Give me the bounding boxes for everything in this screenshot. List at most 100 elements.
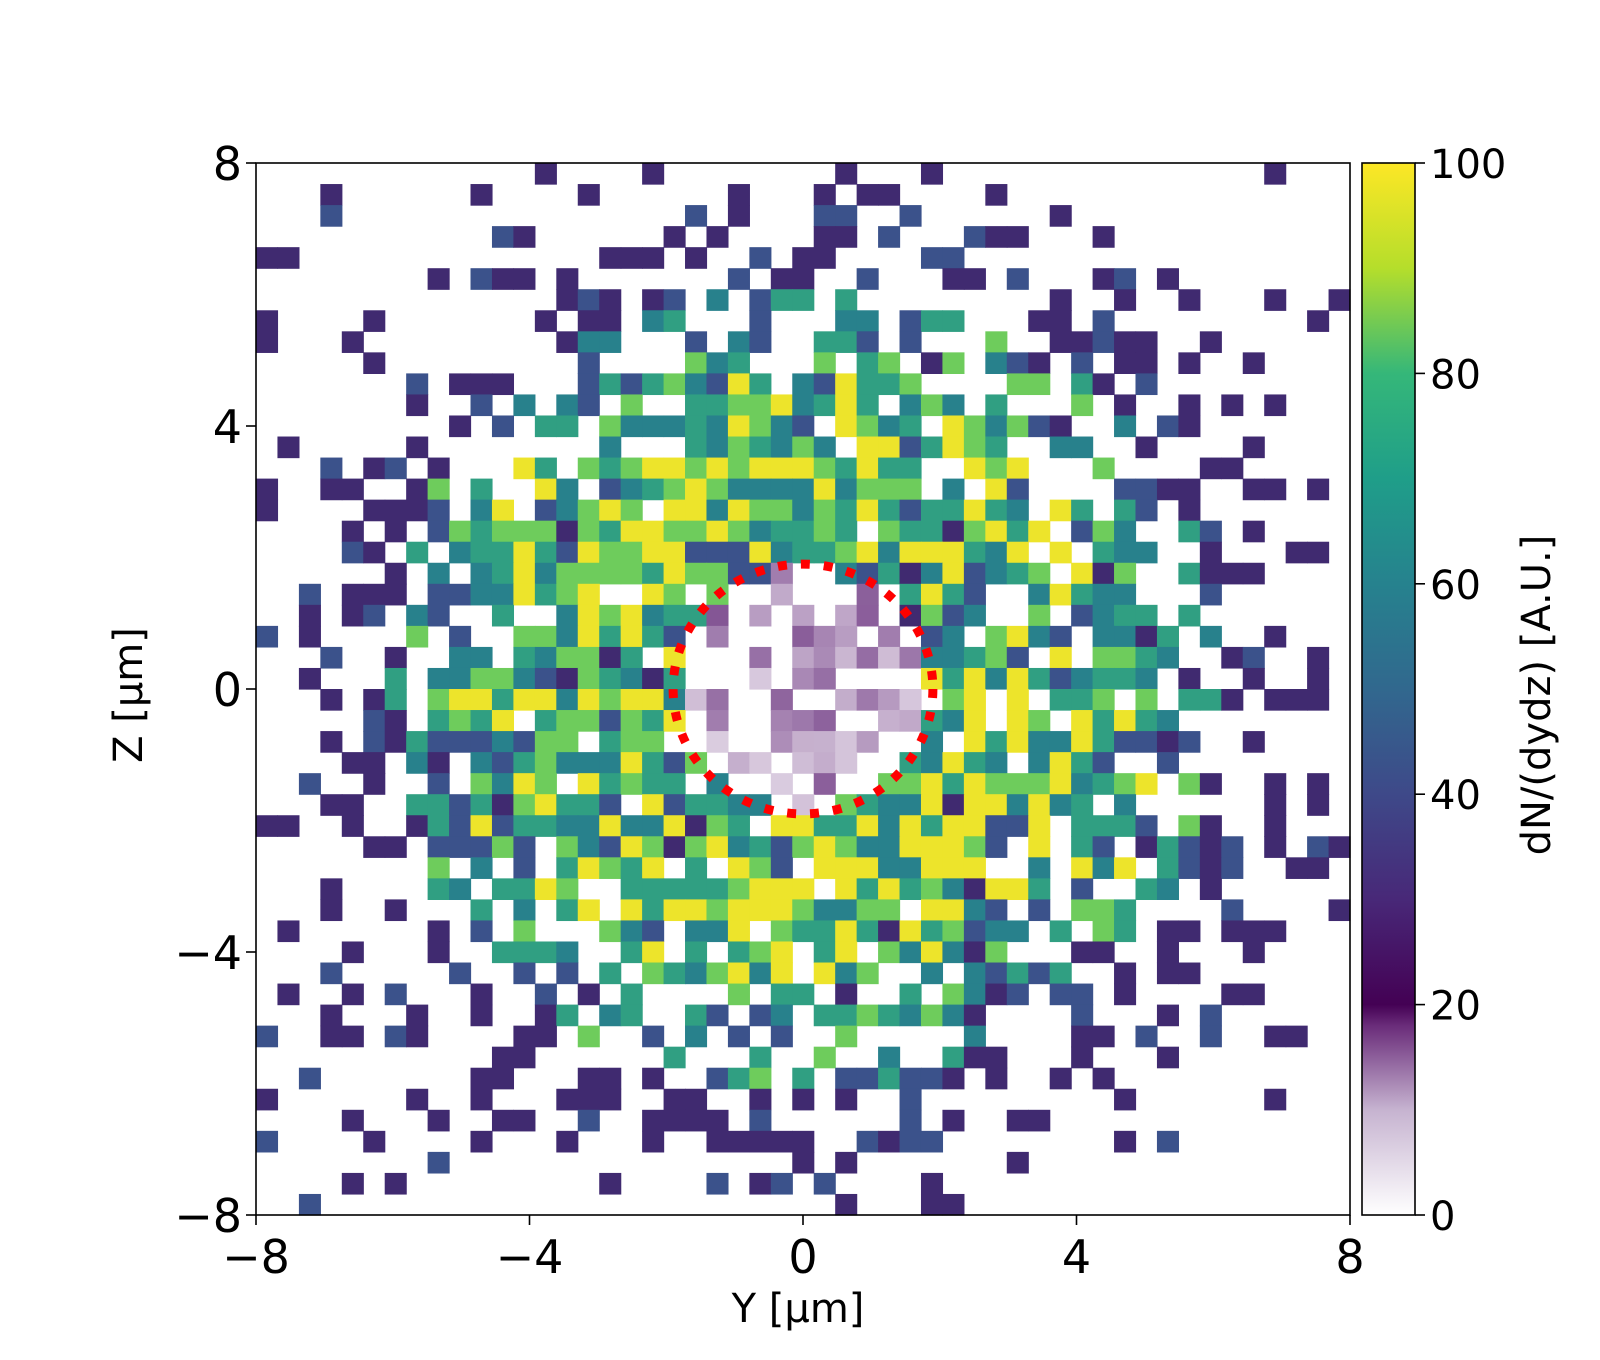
heatmap-cell (963, 562, 986, 585)
heatmap-cell (384, 457, 407, 480)
heatmap-cell (856, 184, 879, 206)
heatmap-cell (577, 983, 600, 1006)
heatmap-cell (1307, 857, 1330, 879)
heatmap-cell (899, 541, 922, 564)
heatmap-cell (792, 1151, 815, 1174)
heatmap-cell (685, 794, 708, 816)
heatmap-cell (942, 899, 965, 922)
heatmap-cell (663, 815, 686, 837)
heatmap-cell (1071, 667, 1094, 690)
heatmap-cell (813, 646, 836, 669)
heatmap-cell (792, 710, 815, 732)
heatmap-cell (856, 436, 879, 459)
colorbar-ticks: 0 20 40 60 80 100 (1415, 142, 1506, 1240)
heatmap-cell (1307, 773, 1330, 795)
heatmap-cell (813, 941, 836, 964)
heatmap-cell (727, 920, 750, 943)
heatmap-cell (1328, 899, 1351, 922)
heatmap-cell (513, 899, 536, 922)
heatmap-cell (899, 310, 922, 332)
heatmap-cell (749, 457, 772, 480)
heatmap-cell (1221, 394, 1244, 417)
heatmap-cell (899, 520, 922, 543)
heatmap-cell (1307, 646, 1330, 669)
heatmap-cell (277, 920, 300, 943)
heatmap-cell (878, 184, 901, 206)
heatmap-cell (620, 247, 643, 269)
heatmap-cell (835, 1151, 858, 1174)
heatmap-cell (685, 331, 708, 353)
heatmap-cell (856, 583, 879, 606)
heatmap-cell (985, 331, 1008, 353)
heatmap-cell (1028, 352, 1051, 374)
heatmap-cell (663, 625, 686, 648)
heatmap-cell (1285, 689, 1308, 711)
heatmap-cell (298, 1193, 321, 1216)
heatmap-cell (1199, 583, 1222, 606)
heatmap-cell (770, 689, 793, 711)
heatmap-cell (491, 604, 515, 627)
heatmap-cell (1199, 836, 1222, 858)
heatmap-cell (1135, 541, 1158, 564)
heatmap-cell (706, 836, 729, 858)
heatmap-cell (1307, 836, 1330, 858)
heatmap-cell (556, 499, 579, 522)
heatmap-cell (642, 899, 665, 922)
heatmap-cell (341, 794, 364, 816)
heatmap-cell (1049, 731, 1072, 753)
heatmap-cell (1264, 920, 1287, 943)
heatmap-cell (341, 478, 364, 501)
heatmap-cell (856, 899, 879, 922)
heatmap-cell (406, 815, 429, 837)
heatmap-cell (878, 541, 901, 564)
heatmap-cell (556, 268, 579, 290)
heatmap-cell (1199, 878, 1222, 900)
heatmap-cell (1242, 352, 1265, 374)
heatmap-cell (856, 815, 879, 837)
heatmap-cell (384, 1172, 407, 1195)
heatmap-cell (642, 1130, 665, 1153)
heatmap-cell (491, 836, 515, 858)
heatmap-cell (341, 941, 364, 964)
heatmap-cell (942, 625, 965, 648)
heatmap-cell (985, 920, 1008, 943)
heatmap-cell (642, 920, 665, 943)
heatmap-cell (1006, 520, 1029, 543)
heatmap-cell (899, 1088, 922, 1111)
heatmap-cell (491, 815, 515, 837)
heatmap-cell (1006, 689, 1029, 711)
heatmap-cell (384, 983, 407, 1006)
heatmap-cell (1049, 331, 1072, 353)
heatmap-cell (1135, 815, 1158, 837)
heatmap-cell (1114, 710, 1137, 732)
heatmap-cell (770, 941, 793, 964)
heatmap-cell (749, 604, 772, 627)
y-axis-title: Z [μm] (106, 627, 152, 763)
heatmap-cell (341, 331, 364, 353)
heatmap-cell (1092, 646, 1115, 669)
heatmap-cell (642, 457, 665, 480)
heatmap-cell (899, 857, 922, 879)
heatmap-cell (663, 541, 686, 564)
heatmap-cell (1028, 731, 1051, 753)
heatmap-cell (1135, 878, 1158, 900)
heatmap-cell (1178, 815, 1201, 837)
heatmap-cell (320, 646, 343, 669)
heatmap-cell (792, 667, 815, 690)
heatmap-cell (985, 352, 1008, 374)
heatmap-cell (1178, 478, 1201, 501)
heatmap-cell (770, 1172, 793, 1195)
heatmap-cell (920, 583, 944, 606)
heatmap-cell (406, 794, 429, 816)
heatmap-cell (792, 520, 815, 543)
heatmap-cell (920, 899, 944, 922)
heatmap-cell (599, 331, 622, 353)
heatmap-cell (1135, 667, 1158, 690)
heatmap-cell (1135, 731, 1158, 753)
heatmap-cell (985, 878, 1008, 900)
heatmap-cell (1049, 289, 1072, 311)
y-tick-label: 0 (213, 663, 242, 717)
heatmap-cell (577, 625, 600, 648)
heatmap-cell (363, 604, 386, 627)
